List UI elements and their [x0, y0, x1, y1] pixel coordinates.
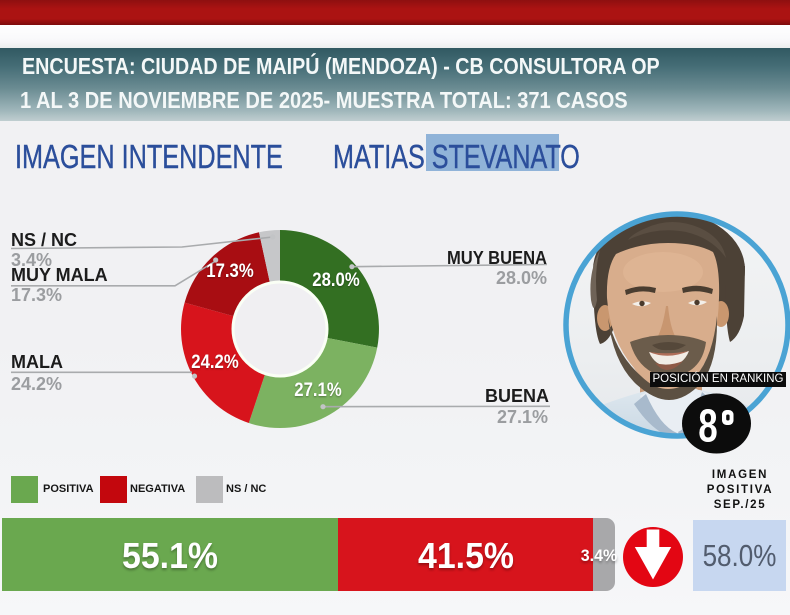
svg-text:8: 8 — [698, 400, 717, 452]
